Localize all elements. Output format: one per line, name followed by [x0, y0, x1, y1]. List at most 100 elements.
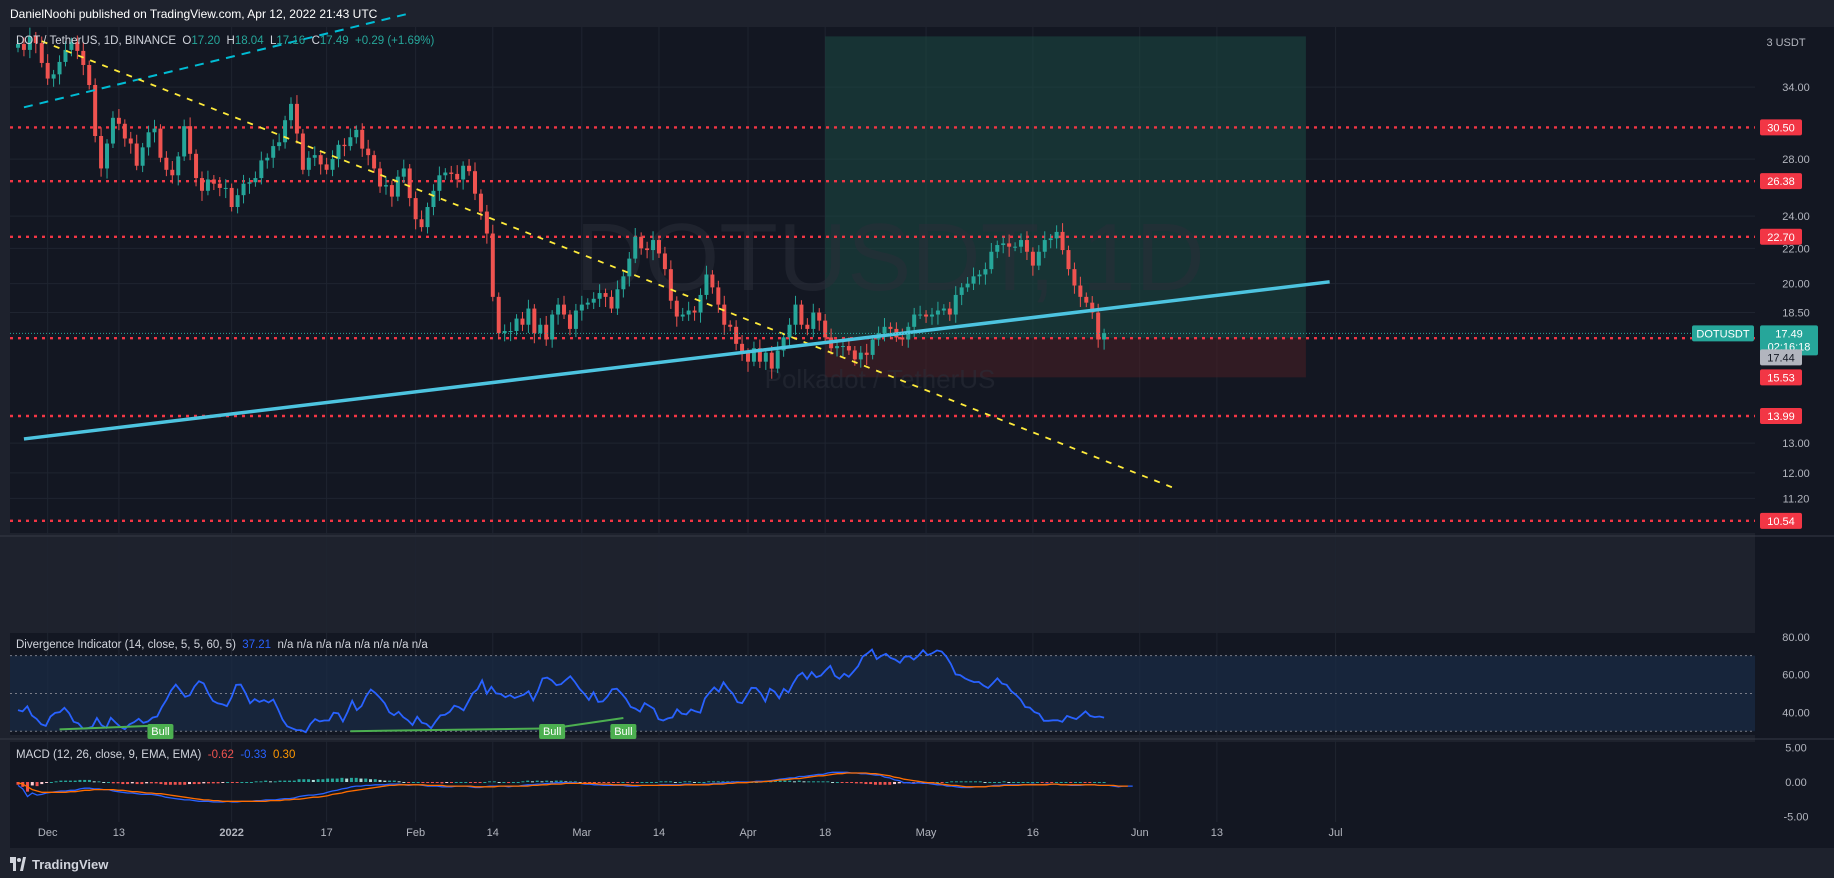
macd-histogram-bar [1059, 782, 1063, 783]
legend-low: 17.16 [276, 35, 306, 47]
candle-body [965, 283, 970, 288]
macd-histogram-bar [673, 782, 677, 783]
macd-histogram-bar [154, 782, 158, 784]
candle-body [205, 179, 210, 191]
price-tick-label: 24.00 [1782, 211, 1810, 223]
macd-histogram-bar [1026, 782, 1030, 783]
macd-histogram-bar [492, 781, 496, 783]
current-price-label: 17.49 [1775, 328, 1803, 340]
candle-body [811, 312, 816, 329]
macd-histogram-bar [1040, 782, 1044, 783]
candle-body [253, 178, 258, 183]
macd-histogram-bar [483, 782, 487, 783]
candle-body [550, 314, 555, 340]
candle-body [1096, 312, 1101, 340]
candle-body [1102, 333, 1107, 340]
macd-histogram-bar [1088, 782, 1092, 783]
candle-body [823, 320, 828, 338]
oscillator-tick-label: 60.00 [1782, 670, 1810, 682]
macd-histogram-bar [245, 782, 249, 783]
macd-histogram-bar [445, 782, 449, 783]
candle-body [686, 310, 691, 315]
macd-histogram-bar [788, 780, 792, 782]
candle-body [336, 144, 341, 160]
macd-histogram-bar [383, 780, 387, 782]
candle-body [935, 310, 940, 315]
candle-body [722, 304, 727, 325]
legend-open: 17.20 [191, 35, 221, 47]
ascending-support-line [23, 280, 1330, 441]
macd-histogram-bar [311, 779, 315, 782]
macd-pane-bg [10, 742, 1755, 822]
candle-body [496, 296, 501, 334]
price-tick-label: 34.00 [1782, 82, 1810, 94]
macd-histogram-bar [559, 780, 563, 782]
legend-symbol[interactable]: DOT / TetherUS, 1D, BINANCE [16, 35, 176, 47]
level-price-tag [1760, 119, 1802, 136]
macd-histogram-bar [821, 781, 825, 783]
macd-histogram-bar [640, 782, 644, 783]
macd-histogram-bar [616, 782, 620, 783]
candle-body [502, 331, 507, 334]
macd-histogram-bar [554, 780, 558, 782]
candle-body [472, 171, 477, 194]
macd-histogram-bar [592, 782, 596, 783]
candle-body [817, 312, 822, 321]
macd-histogram-bar [297, 779, 301, 782]
candle-body [324, 164, 329, 170]
macd-histogram-bar [192, 782, 196, 785]
candle-body [591, 298, 596, 303]
legend-close: 17.49 [319, 35, 349, 47]
macd-histogram-bar [888, 782, 892, 785]
macd-histogram-bar [650, 782, 654, 783]
macd-histogram-bar [978, 781, 982, 783]
macd-histogram-bar [1074, 782, 1078, 783]
candle-body [75, 42, 80, 51]
macd-histogram-bar [240, 782, 244, 783]
position-stop-zone [825, 338, 1306, 378]
macd-histogram-bar [49, 782, 53, 783]
position-target-zone [825, 36, 1306, 339]
candle-body [615, 289, 620, 309]
candle-body [633, 236, 638, 259]
macd-histogram-bar [440, 782, 444, 784]
macd-histogram-bar [64, 780, 68, 782]
candle-body [983, 269, 988, 275]
macd-histogram-bar [521, 781, 525, 783]
candle-body [1036, 251, 1041, 266]
candle-body [217, 183, 222, 188]
time-tick-label: 13 [113, 827, 125, 839]
macd-histogram-bar [773, 780, 777, 782]
divergence-title[interactable]: Divergence Indicator (14, close, 5, 5, 6… [16, 639, 236, 651]
candle-body [407, 168, 412, 199]
macd-histogram-bar [1083, 782, 1087, 783]
tradingview-logo[interactable]: TradingView [10, 857, 108, 872]
macd-histogram-bar [83, 779, 87, 782]
price-tick-label: 28.00 [1782, 154, 1810, 166]
candle-body [941, 308, 946, 311]
macd-histogram-bar [254, 781, 258, 783]
macd-histogram-bar [826, 781, 830, 783]
macd-histogram-bar [416, 782, 420, 783]
macd-histogram-bar [550, 781, 554, 783]
candle-body [1007, 243, 1012, 247]
candle-body [182, 126, 187, 157]
macd-histogram-bar [16, 782, 20, 785]
macd-histogram-bar [321, 779, 325, 782]
macd-histogram-bar [469, 782, 473, 783]
macd-histogram-bar [1012, 782, 1016, 783]
candle-body [241, 183, 246, 196]
candle-body [1090, 302, 1095, 313]
candle-body [490, 233, 495, 297]
candle-body [389, 185, 394, 197]
macd-histogram-bar [540, 781, 544, 783]
macd-histogram-bar [268, 781, 272, 783]
candle-body [645, 248, 650, 251]
candle-body [544, 324, 549, 340]
macd-histogram-bar [507, 782, 511, 783]
time-tick-label: Jun [1131, 827, 1149, 839]
time-tick-label: May [916, 827, 937, 839]
macd-histogram-bar [1093, 782, 1097, 783]
macd-title[interactable]: MACD (12, 26, close, 9, EMA, EMA) [16, 749, 202, 761]
